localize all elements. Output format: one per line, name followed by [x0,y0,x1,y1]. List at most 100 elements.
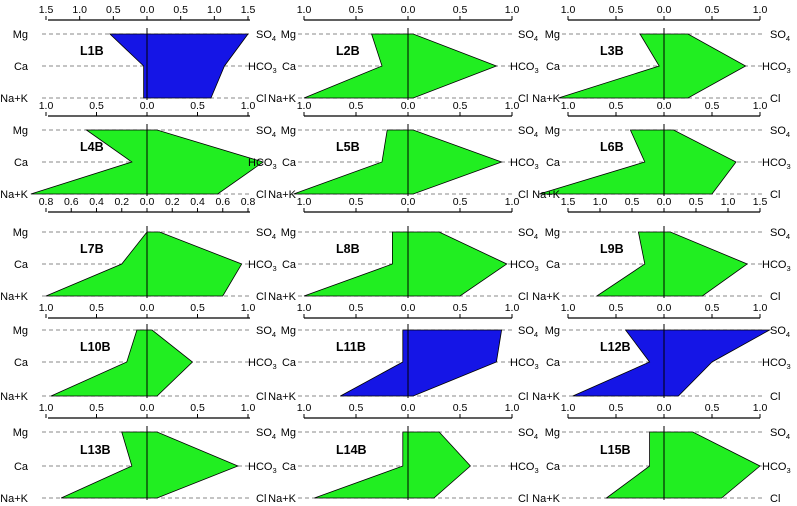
anion-label-cl: Cl [518,93,528,105]
x-tick-label: 1.0 [297,302,312,314]
x-tick-label: 1.0 [593,196,608,208]
x-tick-label: 0.5 [609,100,624,112]
cation-label-ca: Ca [546,157,561,169]
anion-label-so4: SO4 [770,227,790,241]
anion-label-cl: Cl [770,189,780,201]
cation-label-ca: Ca [14,157,29,169]
cation-label-ca: Ca [282,61,297,73]
x-tick-label: 1.0 [753,100,768,112]
panel-title: L8B [336,242,360,256]
cation-label-mg: Mg [281,427,296,439]
x-tick-label: 1.0 [297,100,312,112]
x-tick-label: 1.0 [561,302,576,314]
cation-label-nak: Na+K [268,391,296,403]
x-tick-label: 1.0 [241,100,256,112]
stiff-polygon [293,129,503,195]
x-tick-label: 0.4 [190,196,205,208]
x-tick-label: 1.5 [561,196,576,208]
cation-label-ca: Ca [282,157,297,169]
x-tick-label: 0.5 [705,302,720,314]
anion-label-hco3: HCO3 [248,461,277,475]
stiff-polygon [572,329,772,397]
x-tick-label: 0.5 [349,4,364,16]
x-tick-label: 0.2 [114,196,129,208]
x-tick-label: 1.0 [721,196,736,208]
panel-title: L14B [336,443,367,457]
x-tick-label: 1.0 [241,402,256,414]
stiff-polygon [605,431,761,499]
anion-label-so4: SO4 [256,125,276,139]
x-tick-label: 1.0 [505,196,520,208]
x-tick-label: 0.5 [705,4,720,16]
cation-label-ca: Ca [282,357,297,369]
x-tick-label: 1.0 [39,100,54,112]
cation-label-ca: Ca [546,461,561,473]
cation-label-mg: Mg [545,427,560,439]
x-tick-label: 0.0 [657,100,672,112]
x-tick-label: 0.5 [89,302,104,314]
cation-label-mg: Mg [281,227,296,239]
cation-label-ca: Ca [546,259,561,271]
x-tick-label: 1.0 [505,402,520,414]
x-tick-label: 1.0 [505,302,520,314]
cation-label-mg: Mg [545,227,560,239]
anion-label-so4: SO4 [518,125,538,139]
x-tick-label: 0.5 [190,402,205,414]
anion-label-cl: Cl [518,291,528,303]
anion-label-so4: SO4 [770,125,790,139]
anion-label-cl: Cl [770,291,780,303]
cation-label-ca: Ca [14,61,29,73]
panel-title: L11B [336,340,366,354]
x-tick-label: 0.0 [140,4,155,16]
x-tick-label: 0.4 [89,196,104,208]
x-tick-label: 0.0 [401,4,416,16]
x-tick-label: 0.5 [609,402,624,414]
cation-label-nak: Na+K [0,93,28,105]
x-tick-label: 0.5 [689,196,704,208]
x-tick-label: 0.0 [140,100,155,112]
anion-label-hco3: HCO3 [762,61,791,75]
x-tick-label: 0.0 [140,196,155,208]
panel-title: L4B [80,140,104,154]
anion-label-cl: Cl [518,493,528,505]
cation-label-mg: Mg [281,125,296,137]
cation-label-nak: Na+K [0,391,28,403]
cation-label-ca: Ca [282,259,297,271]
anion-label-so4: SO4 [256,29,276,43]
cation-label-nak: Na+K [268,93,296,105]
panel-title: L13B [80,443,111,457]
anion-label-cl: Cl [256,93,266,105]
cation-label-ca: Ca [14,259,29,271]
x-tick-label: 0.0 [401,402,416,414]
anion-label-so4: SO4 [770,325,790,339]
cation-label-nak: Na+K [268,291,296,303]
x-tick-label: 0.0 [140,302,155,314]
x-tick-label: 1.0 [39,302,54,314]
anion-label-cl: Cl [770,391,780,403]
anion-label-so4: SO4 [518,227,538,241]
x-tick-label: 0.5 [453,196,468,208]
x-tick-label: 0.5 [190,100,205,112]
anion-label-so4: SO4 [256,325,276,339]
x-tick-label: 1.0 [505,4,520,16]
anion-label-so4: SO4 [770,29,790,43]
x-tick-label: 0.5 [625,196,640,208]
panel-title: L1B [80,44,104,58]
cation-label-nak: Na+K [0,189,28,201]
anion-label-cl: Cl [256,493,266,505]
anion-label-so4: SO4 [256,227,276,241]
x-tick-label: 1.0 [753,4,768,16]
x-tick-label: 0.0 [657,4,672,16]
cation-label-ca: Ca [14,357,29,369]
x-tick-label: 0.5 [453,402,468,414]
cation-label-nak: Na+K [532,291,560,303]
x-tick-label: 1.5 [39,4,54,16]
cation-label-nak: Na+K [532,493,560,505]
x-tick-label: 0.5 [89,100,104,112]
x-tick-label: 0.2 [165,196,180,208]
cation-label-nak: Na+K [0,291,28,303]
cation-label-nak: Na+K [532,93,560,105]
panel-title: L7B [80,242,104,256]
x-tick-label: 0.5 [453,4,468,16]
